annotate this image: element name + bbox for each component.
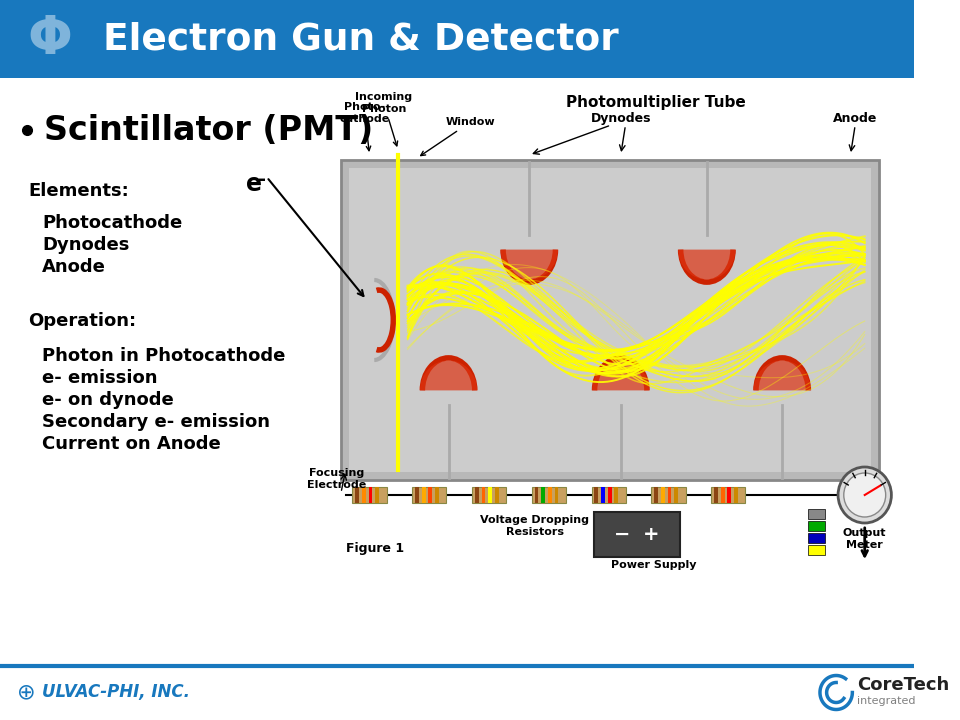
Bar bbox=[594, 487, 598, 503]
Bar bbox=[667, 487, 671, 503]
Wedge shape bbox=[754, 361, 811, 390]
Text: Photocathode: Photocathode bbox=[42, 214, 182, 232]
Bar bbox=[415, 487, 419, 503]
Text: Operation:: Operation: bbox=[29, 312, 136, 330]
Text: Φ: Φ bbox=[27, 13, 72, 65]
Bar bbox=[548, 487, 552, 503]
Text: Electron Gun & Detector: Electron Gun & Detector bbox=[103, 21, 618, 57]
Bar bbox=[535, 487, 539, 503]
Bar bbox=[375, 487, 379, 503]
Text: ⊕: ⊕ bbox=[17, 683, 36, 703]
Bar bbox=[660, 487, 664, 503]
Bar bbox=[674, 487, 678, 503]
Wedge shape bbox=[592, 361, 649, 390]
Bar bbox=[734, 487, 738, 503]
Text: Photo-
cathode: Photo- cathode bbox=[340, 102, 390, 150]
Bar bbox=[428, 487, 432, 503]
Text: −: − bbox=[614, 525, 631, 544]
Bar bbox=[608, 487, 612, 503]
Text: e- on dynode: e- on dynode bbox=[42, 391, 174, 409]
Text: Anode: Anode bbox=[833, 112, 877, 125]
Bar bbox=[532, 487, 566, 503]
Bar bbox=[489, 487, 492, 503]
Bar bbox=[721, 487, 725, 503]
Text: Scintillator (PMT): Scintillator (PMT) bbox=[44, 114, 373, 146]
Bar bbox=[0, 0, 914, 78]
Bar bbox=[412, 487, 446, 503]
Bar bbox=[0, 665, 914, 720]
Wedge shape bbox=[679, 250, 735, 279]
Bar bbox=[591, 487, 626, 503]
Bar bbox=[594, 512, 680, 557]
Bar bbox=[555, 487, 559, 503]
Text: Figure 1: Figure 1 bbox=[346, 542, 404, 555]
Text: Output
Meter: Output Meter bbox=[843, 528, 886, 549]
Text: integrated: integrated bbox=[857, 696, 916, 706]
Bar bbox=[807, 509, 825, 519]
Bar bbox=[494, 487, 498, 503]
Bar bbox=[482, 487, 486, 503]
Text: Elements:: Elements: bbox=[29, 182, 130, 200]
Text: Voltage Dropping
Resistors: Voltage Dropping Resistors bbox=[480, 515, 589, 536]
Bar bbox=[472, 487, 506, 503]
Bar bbox=[355, 487, 359, 503]
Text: Anode: Anode bbox=[42, 258, 106, 276]
Text: Dynodes: Dynodes bbox=[590, 112, 651, 125]
Bar bbox=[475, 487, 479, 503]
Wedge shape bbox=[420, 361, 477, 390]
Text: Incoming
Photon: Incoming Photon bbox=[355, 92, 413, 146]
Text: CoreTech: CoreTech bbox=[857, 677, 949, 695]
Text: Dynodes: Dynodes bbox=[42, 236, 130, 254]
Text: e: e bbox=[246, 172, 262, 196]
Text: ULVAC-PHI, INC.: ULVAC-PHI, INC. bbox=[42, 683, 190, 701]
Bar bbox=[655, 487, 658, 503]
Bar bbox=[714, 487, 718, 503]
Bar bbox=[541, 487, 545, 503]
Bar bbox=[362, 487, 366, 503]
Bar bbox=[807, 521, 825, 531]
Bar bbox=[341, 160, 879, 480]
Text: e- emission: e- emission bbox=[42, 369, 157, 387]
Circle shape bbox=[844, 473, 886, 517]
Wedge shape bbox=[501, 250, 558, 279]
Bar bbox=[614, 487, 618, 503]
Bar bbox=[352, 487, 387, 503]
Text: Photomultiplier Tube: Photomultiplier Tube bbox=[566, 95, 746, 110]
Bar bbox=[807, 533, 825, 543]
Text: Window: Window bbox=[420, 117, 495, 156]
Bar bbox=[601, 487, 605, 503]
Text: Current on Anode: Current on Anode bbox=[42, 435, 221, 453]
Text: +: + bbox=[643, 525, 660, 544]
Bar bbox=[348, 168, 872, 472]
Bar bbox=[435, 487, 439, 503]
Circle shape bbox=[838, 467, 892, 523]
Bar bbox=[652, 487, 685, 503]
Bar bbox=[711, 487, 746, 503]
Text: Photon in Photocathode: Photon in Photocathode bbox=[42, 347, 285, 365]
Bar bbox=[421, 487, 425, 503]
Bar bbox=[369, 487, 372, 503]
Bar bbox=[728, 487, 732, 503]
Text: Secondary e- emission: Secondary e- emission bbox=[42, 413, 270, 431]
Text: Focusing
Electrode: Focusing Electrode bbox=[306, 469, 366, 490]
Text: Power Supply: Power Supply bbox=[612, 560, 697, 570]
Text: -: - bbox=[258, 170, 266, 189]
Bar bbox=[807, 545, 825, 555]
